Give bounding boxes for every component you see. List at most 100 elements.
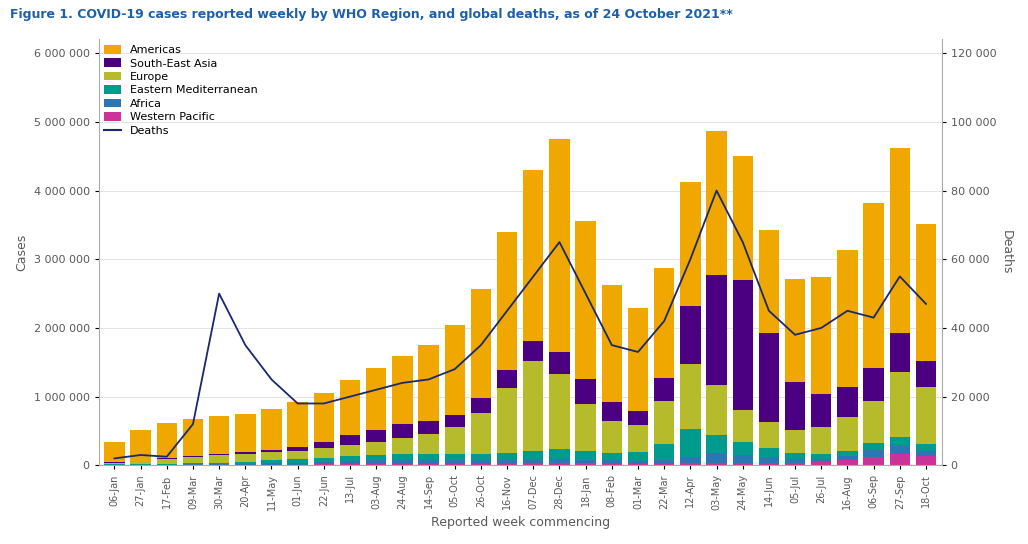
Bar: [131, 430, 151, 461]
Bar: [889, 333, 910, 372]
Bar: [392, 464, 412, 465]
Bar: [628, 411, 649, 425]
Bar: [340, 461, 360, 465]
Bar: [471, 413, 491, 454]
Bar: [549, 449, 570, 459]
Bar: [392, 356, 412, 424]
Bar: [366, 460, 387, 464]
Bar: [471, 454, 491, 460]
Bar: [811, 454, 832, 459]
Bar: [889, 454, 910, 465]
Bar: [523, 170, 544, 342]
Bar: [497, 388, 517, 453]
Bar: [706, 275, 727, 385]
Bar: [183, 458, 204, 463]
Bar: [288, 451, 307, 459]
Bar: [288, 403, 307, 447]
Bar: [864, 401, 884, 443]
Bar: [784, 463, 805, 465]
Bar: [340, 456, 360, 461]
Bar: [811, 394, 832, 427]
Bar: [235, 461, 256, 464]
Bar: [366, 368, 387, 430]
Bar: [209, 455, 229, 463]
Y-axis label: Cases: Cases: [15, 234, 28, 271]
Bar: [784, 430, 805, 453]
Bar: [681, 364, 700, 429]
Bar: [444, 325, 465, 415]
Bar: [654, 463, 674, 465]
Bar: [733, 410, 752, 442]
Bar: [314, 442, 334, 448]
Bar: [366, 455, 387, 460]
Bar: [314, 462, 334, 465]
Bar: [837, 456, 857, 460]
Bar: [418, 464, 439, 465]
Bar: [628, 425, 649, 452]
Bar: [706, 385, 727, 435]
Bar: [889, 372, 910, 437]
Bar: [628, 461, 649, 464]
Bar: [497, 232, 517, 370]
Bar: [497, 463, 517, 465]
Bar: [889, 437, 910, 446]
Bar: [235, 414, 256, 452]
Bar: [261, 453, 282, 460]
Bar: [681, 182, 700, 306]
Bar: [471, 398, 491, 413]
Y-axis label: Deaths: Deaths: [1000, 230, 1013, 275]
Bar: [366, 430, 387, 442]
Bar: [864, 443, 884, 450]
Bar: [837, 460, 857, 465]
Bar: [131, 461, 151, 464]
Bar: [392, 454, 412, 460]
Bar: [784, 453, 805, 459]
Bar: [523, 450, 544, 460]
Bar: [601, 460, 622, 463]
Bar: [733, 156, 752, 280]
Legend: Americas, South-East Asia, Europe, Eastern Mediterranean, Africa, Western Pacifi: Americas, South-East Asia, Europe, Easte…: [104, 45, 258, 136]
Bar: [654, 268, 674, 378]
Bar: [733, 442, 752, 455]
Bar: [681, 429, 700, 457]
Bar: [314, 393, 334, 442]
Bar: [916, 456, 937, 465]
Bar: [681, 457, 700, 463]
Bar: [156, 423, 177, 459]
Bar: [288, 463, 307, 465]
Bar: [549, 463, 570, 465]
Bar: [759, 463, 779, 465]
Bar: [261, 450, 282, 453]
Bar: [916, 387, 937, 444]
Bar: [261, 463, 282, 465]
Bar: [654, 401, 674, 444]
Bar: [576, 404, 596, 450]
Bar: [444, 464, 465, 465]
Bar: [183, 419, 204, 456]
Bar: [497, 370, 517, 388]
Bar: [366, 442, 387, 455]
Bar: [601, 402, 622, 421]
Bar: [654, 378, 674, 401]
X-axis label: Reported week commencing: Reported week commencing: [431, 516, 610, 529]
Bar: [104, 463, 124, 465]
Bar: [759, 458, 779, 463]
Bar: [654, 444, 674, 460]
Bar: [183, 463, 204, 465]
Bar: [131, 464, 151, 465]
Bar: [444, 460, 465, 464]
Bar: [706, 131, 727, 275]
Bar: [392, 438, 412, 454]
Bar: [576, 221, 596, 379]
Bar: [314, 458, 334, 462]
Bar: [628, 464, 649, 465]
Bar: [916, 444, 937, 451]
Bar: [601, 286, 622, 402]
Bar: [864, 368, 884, 401]
Bar: [418, 345, 439, 421]
Bar: [523, 342, 544, 361]
Bar: [366, 464, 387, 465]
Bar: [288, 459, 307, 463]
Bar: [156, 464, 177, 465]
Bar: [864, 457, 884, 465]
